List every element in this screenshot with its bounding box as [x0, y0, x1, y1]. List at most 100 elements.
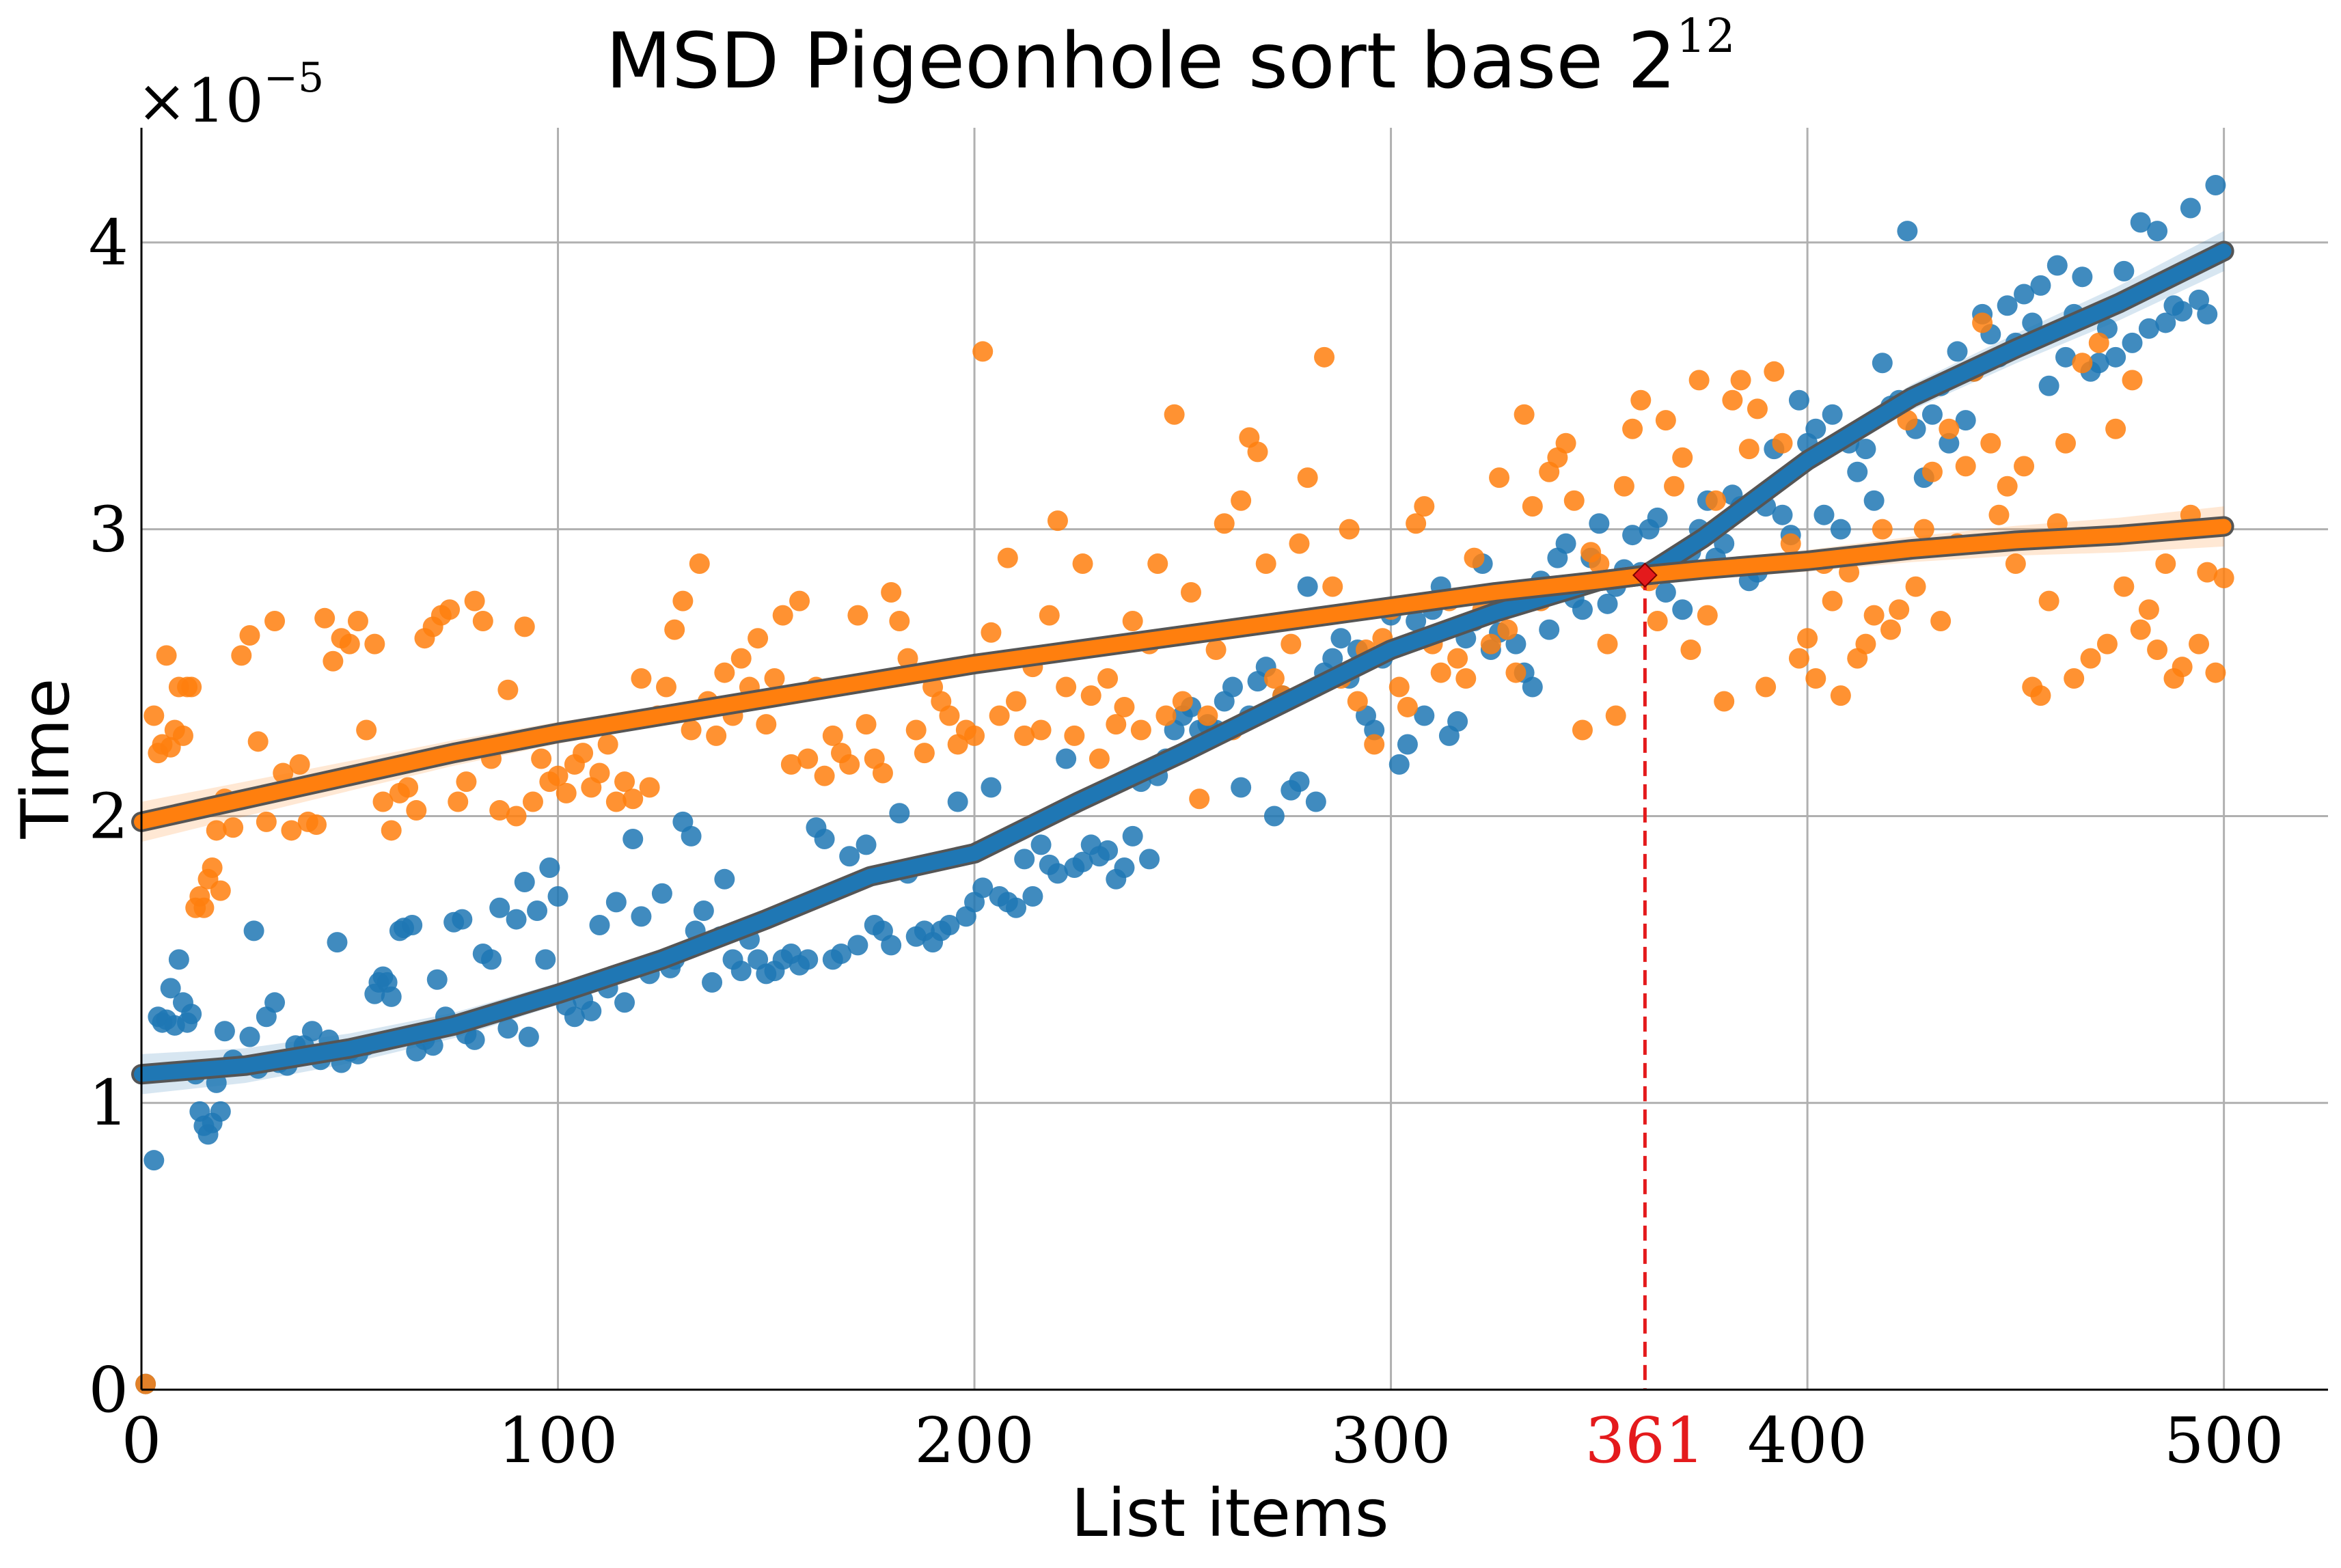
- data-point: [381, 986, 402, 1007]
- confidence-band: [141, 231, 2224, 1095]
- data-point: [947, 791, 968, 812]
- data-point: [1330, 628, 1352, 649]
- data-point: [573, 743, 594, 764]
- data-point: [1921, 404, 1943, 425]
- data-point: [506, 909, 527, 930]
- data-point: [547, 885, 569, 907]
- data-point: [1738, 439, 1760, 460]
- x-axis-label: List items: [1071, 1475, 1388, 1552]
- data-point: [456, 771, 477, 793]
- data-point: [547, 765, 569, 786]
- data-point: [1863, 605, 1885, 626]
- data-point: [939, 705, 960, 726]
- data-point: [1872, 519, 1893, 540]
- data-point: [1289, 771, 1310, 793]
- data-point: [497, 679, 519, 700]
- data-point: [1772, 432, 1793, 454]
- data-point: [1847, 461, 1868, 482]
- data-point: [1755, 676, 1777, 698]
- data-point: [772, 605, 793, 626]
- data-point: [1997, 476, 2018, 497]
- data-point: [1780, 533, 1801, 554]
- data-point: [730, 961, 752, 982]
- data-point: [2213, 568, 2234, 589]
- data-point: [243, 920, 264, 941]
- data-point: [1980, 432, 2001, 454]
- data-point: [172, 725, 193, 746]
- data-point: [1613, 476, 1634, 497]
- data-point: [1014, 725, 1035, 746]
- data-point: [1106, 714, 1127, 735]
- data-point: [464, 590, 485, 611]
- data-point: [2005, 553, 2026, 575]
- data-point: [622, 788, 644, 810]
- data-point: [681, 719, 702, 741]
- data-point: [1805, 418, 1826, 439]
- data-point: [1197, 705, 1218, 726]
- data-point: [2080, 648, 2101, 669]
- data-point: [1447, 711, 1468, 732]
- data-point: [1430, 662, 1451, 683]
- data-point: [1930, 611, 1952, 632]
- data-point: [693, 900, 714, 921]
- data-point: [1955, 410, 1976, 431]
- data-point: [1080, 685, 1101, 706]
- data-point: [1130, 719, 1151, 741]
- data-point: [2055, 346, 2076, 368]
- data-point: [1505, 662, 1527, 683]
- data-point: [681, 825, 702, 847]
- data-point: [1672, 447, 1693, 468]
- data-point: [306, 814, 327, 836]
- data-point: [1597, 593, 1618, 614]
- data-point: [2096, 633, 2118, 655]
- data-point: [1447, 648, 1468, 669]
- data-point: [1788, 648, 1809, 669]
- data-point: [1747, 398, 1768, 419]
- data-point: [1913, 519, 1934, 540]
- data-point: [1064, 725, 1085, 746]
- data-point: [1939, 432, 1960, 454]
- data-point: [605, 892, 627, 913]
- data-point: [535, 949, 556, 970]
- data-point: [1589, 553, 1610, 575]
- data-point: [839, 754, 860, 775]
- x-tick-label: 0: [122, 1404, 162, 1477]
- data-point: [1622, 418, 1643, 439]
- data-point: [356, 719, 377, 741]
- confidence-bands: [141, 231, 2224, 1095]
- data-point: [1889, 599, 1910, 620]
- data-point: [2072, 266, 2093, 288]
- data-point: [522, 791, 543, 812]
- data-point: [614, 771, 635, 793]
- data-point: [1322, 576, 1343, 597]
- data-point: [872, 762, 893, 784]
- data-point: [1222, 676, 1243, 698]
- data-point: [1030, 719, 1052, 741]
- data-point: [452, 909, 473, 930]
- data-point: [1688, 370, 1710, 391]
- data-point: [914, 743, 935, 764]
- data-point: [2138, 318, 2159, 339]
- data-point: [1139, 849, 1160, 870]
- data-point: [1205, 639, 1227, 660]
- data-point: [1147, 553, 1168, 575]
- data-point: [472, 611, 493, 632]
- data-point: [814, 829, 835, 850]
- data-point: [814, 765, 835, 786]
- data-point: [2180, 197, 2201, 219]
- data-point: [1647, 611, 1668, 632]
- data-point: [1647, 507, 1668, 528]
- data-point: [1097, 840, 1119, 861]
- data-point: [2172, 301, 2193, 322]
- data-point: [135, 1373, 156, 1394]
- data-point: [839, 846, 860, 867]
- data-point: [314, 607, 336, 629]
- data-point: [1247, 441, 1268, 463]
- data-point: [323, 650, 344, 672]
- data-point: [905, 719, 927, 741]
- fit-lines: [131, 240, 2234, 1085]
- data-point: [1364, 734, 1385, 755]
- data-point: [364, 633, 385, 655]
- data-point: [847, 935, 868, 956]
